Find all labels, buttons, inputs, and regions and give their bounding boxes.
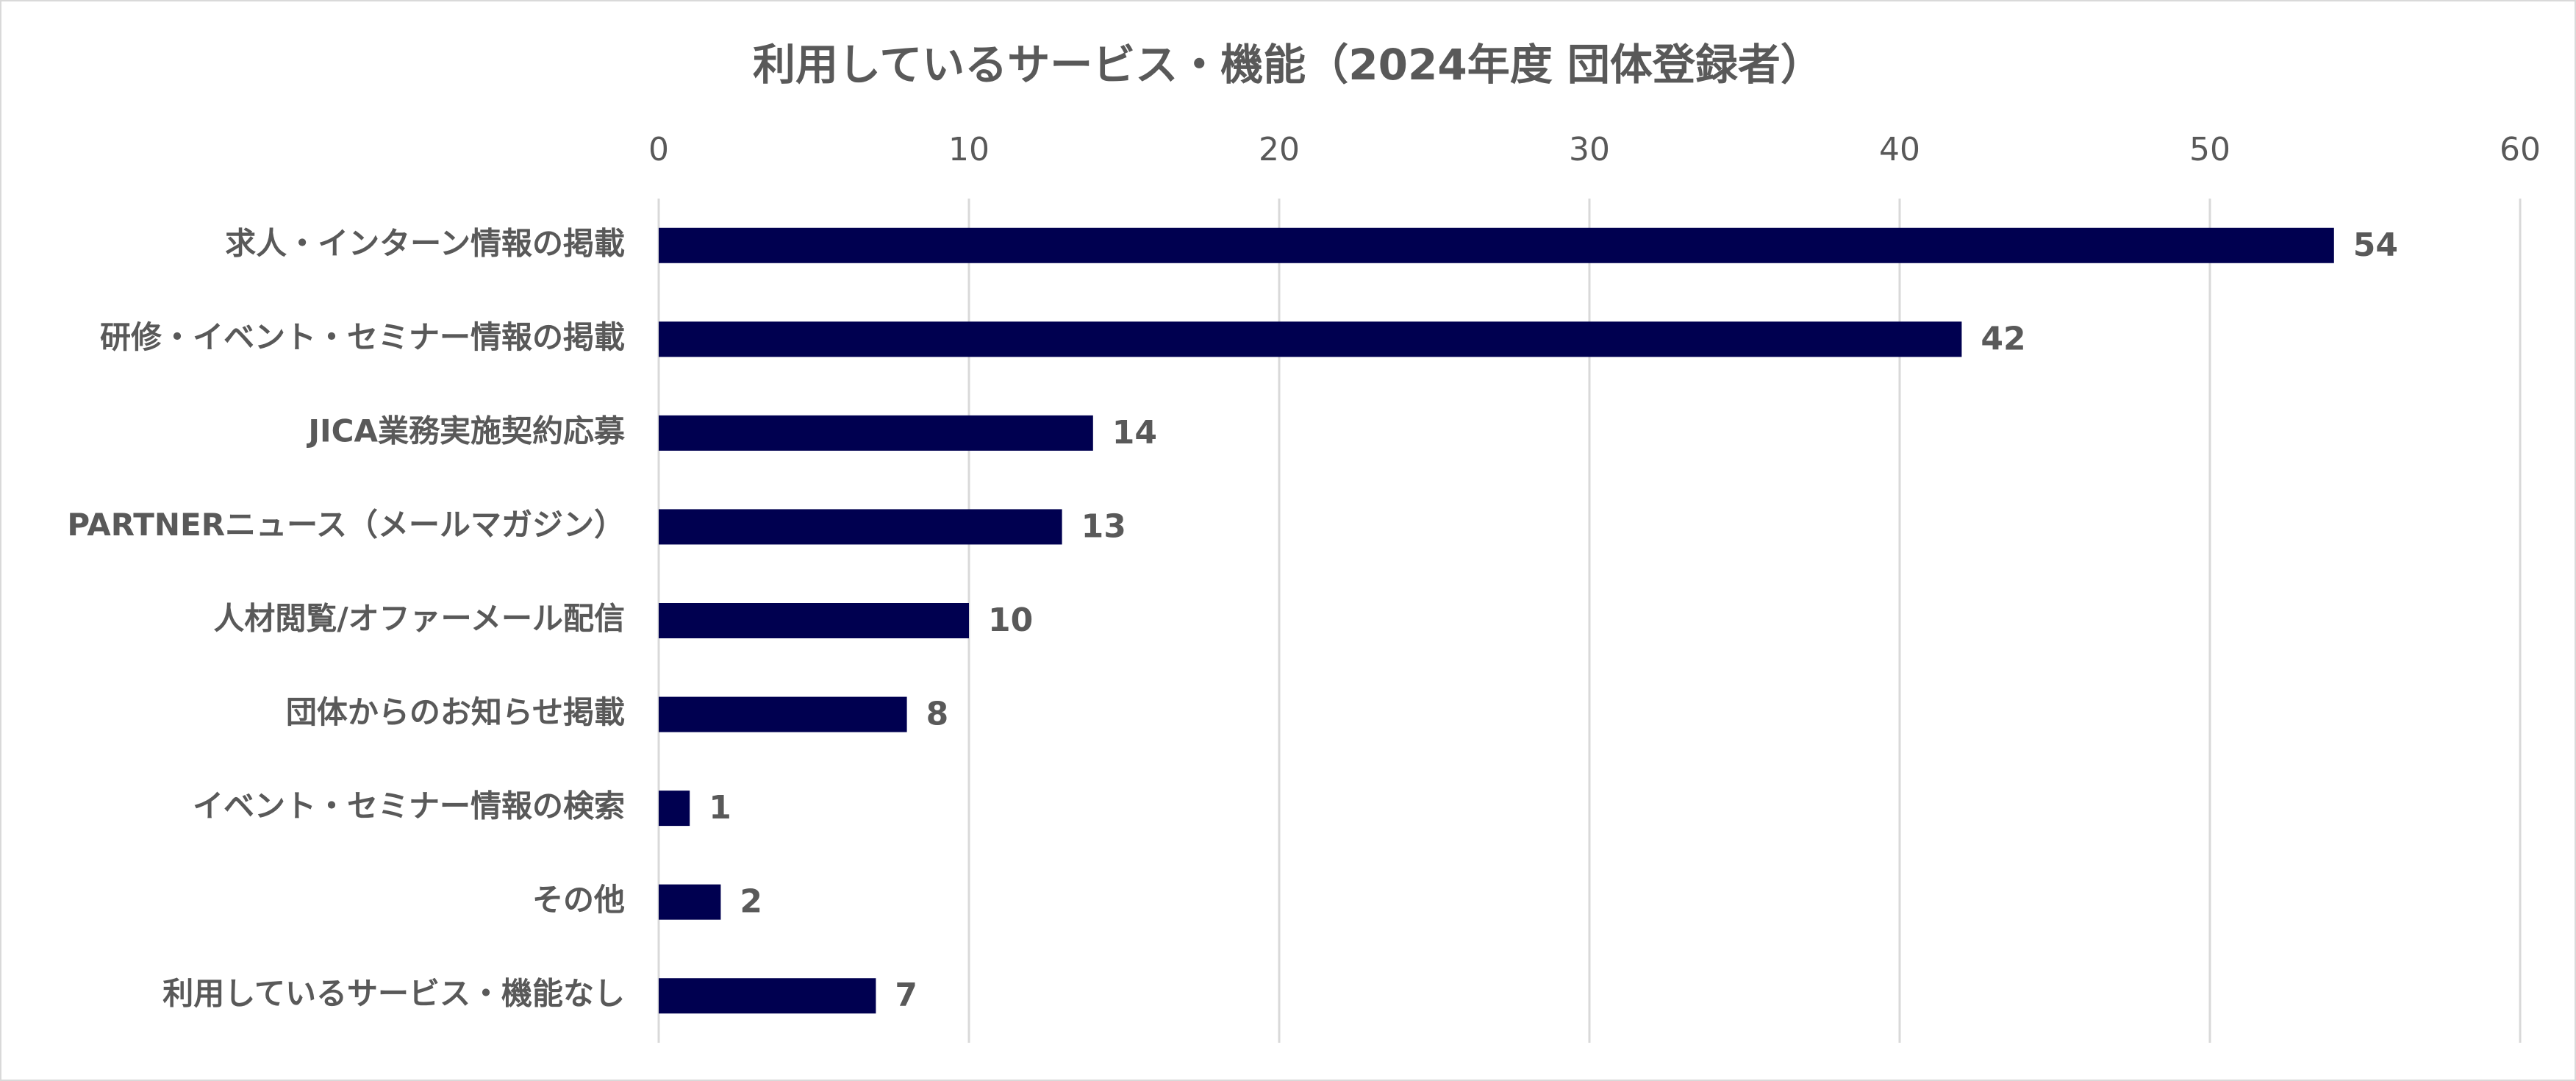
category-label: 求人・インターン情報の掲載 — [225, 225, 625, 261]
x-axis-ticks: 0 10 20 30 40 50 60 — [648, 131, 2541, 168]
x-tick-label: 0 — [648, 131, 669, 168]
x-tick-label: 60 — [2500, 131, 2541, 168]
bars — [659, 227, 2334, 1014]
x-tick-label: 20 — [1259, 131, 1300, 168]
bar — [659, 791, 690, 827]
category-label: その他 — [532, 882, 625, 918]
category-label: PARTNERニュース（メールマガジン） — [67, 507, 625, 543]
category-label: 利用しているサービス・機能なし — [162, 976, 625, 1012]
data-label: 7 — [895, 977, 917, 1014]
bar — [659, 509, 1062, 545]
bar — [659, 321, 1962, 357]
category-label: 団体からのお知らせ掲載 — [286, 694, 625, 730]
bar — [659, 415, 1093, 451]
data-label: 54 — [2353, 226, 2398, 264]
data-label: 13 — [1081, 507, 1126, 545]
chart-title: 利用しているサービス・機能（2024年度 団体登録者） — [753, 40, 1823, 90]
data-label: 42 — [1981, 320, 2025, 357]
category-label: 研修・イベント・セミナー情報の掲載 — [100, 319, 625, 355]
data-label: 10 — [988, 602, 1033, 639]
category-label: イベント・セミナー情報の検索 — [193, 788, 625, 824]
bar — [659, 603, 969, 638]
data-label: 2 — [740, 883, 762, 921]
data-label: 14 — [1112, 414, 1157, 452]
bar — [659, 227, 2334, 263]
data-label: 1 — [709, 789, 731, 827]
bar — [659, 884, 721, 920]
value-labels: 54 42 14 13 10 8 1 2 7 — [709, 226, 2398, 1014]
x-tick-label: 10 — [948, 131, 990, 168]
category-label: 人材閲覧/オファーメール配信 — [213, 601, 625, 637]
data-label: 8 — [926, 696, 949, 733]
bar — [659, 696, 907, 732]
bar — [659, 978, 876, 1014]
x-tick-label: 30 — [1569, 131, 1610, 168]
category-label: JICA業務実施契約応募 — [306, 413, 626, 449]
x-tick-label: 50 — [2189, 131, 2230, 168]
x-tick-label: 40 — [1879, 131, 1920, 168]
